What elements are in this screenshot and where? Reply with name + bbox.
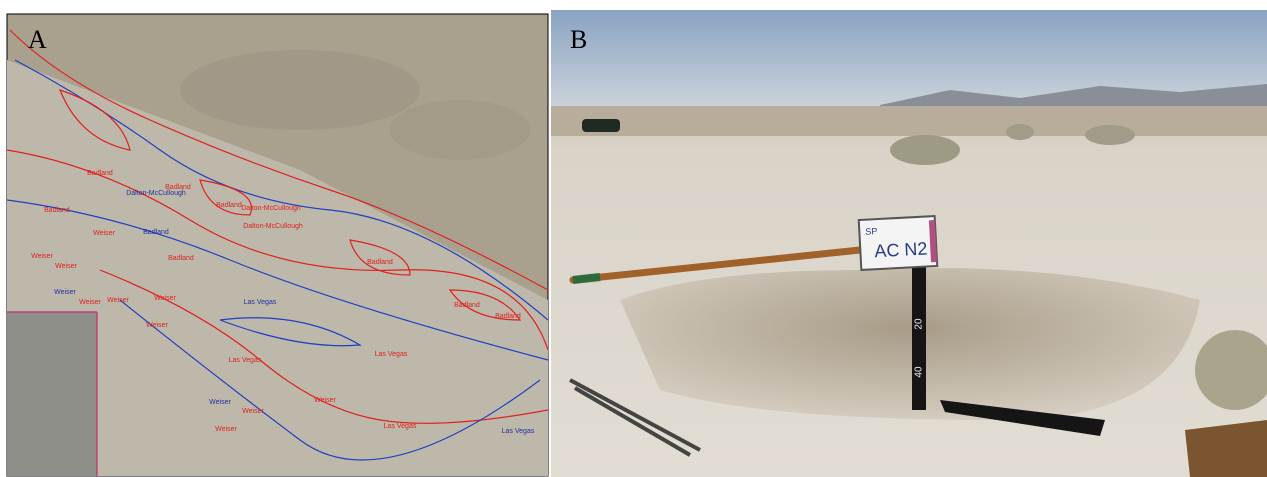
map-label: Weiser: [146, 322, 168, 329]
map-label: Badland: [454, 302, 480, 309]
map-label: Badland: [44, 207, 70, 214]
map-label: Weiser: [215, 426, 237, 433]
sign-text: AC N2: [874, 238, 928, 261]
map-label: Weiser: [154, 295, 176, 302]
map-label: Badland: [143, 229, 169, 236]
map-label: Las Vegas: [229, 357, 262, 364]
shovel-grip: [573, 277, 600, 280]
vehicle: [582, 119, 620, 132]
measuring-tape: [912, 260, 926, 410]
horizon: [551, 106, 1267, 136]
shrub: [1085, 125, 1135, 145]
panel-label: B: [570, 25, 587, 54]
map-label: Badland: [87, 170, 113, 177]
panel-b: SP AC N2 20 40 B: [551, 10, 1267, 477]
sign-text: SP: [865, 226, 878, 237]
map-label: Weiser: [209, 399, 231, 406]
urban-inset: [7, 312, 97, 476]
shrub: [1006, 124, 1034, 140]
map-label: Las Vegas: [375, 351, 408, 358]
map-label: Weiser: [79, 299, 101, 306]
map-label: Las Vegas: [384, 423, 417, 430]
terrain: [180, 50, 420, 130]
soil-pit: [620, 268, 1200, 420]
map-label: Badland: [495, 313, 521, 320]
tape-mark: 20: [914, 318, 925, 330]
bucket: [1185, 420, 1267, 477]
tape-mark: 40: [914, 366, 925, 378]
map-label: Weiser: [55, 263, 77, 270]
panel-label: A: [28, 25, 47, 54]
map-label: Badland: [216, 202, 242, 209]
map-label: Badland: [367, 259, 393, 266]
map-label: Weiser: [93, 230, 115, 237]
shrub: [890, 135, 960, 165]
map-label: Las Vegas: [502, 428, 535, 435]
map-label: Dalton-McCullough: [243, 223, 303, 230]
figure: BadlandBadlandDalton-McCulloughBadlandDa…: [0, 0, 1267, 477]
map-label: Weiser: [314, 397, 336, 404]
terrain: [390, 100, 530, 160]
map-label: Badland: [168, 255, 194, 262]
map-label: Las Vegas: [244, 299, 277, 306]
map-label: Dalton-McCullough: [126, 190, 186, 197]
map-label: Weiser: [242, 408, 264, 415]
map-label: Weiser: [31, 253, 53, 260]
map-label: Weiser: [54, 289, 76, 296]
map-label: Dalton-McCullough: [241, 205, 301, 212]
map-label: Weiser: [107, 297, 129, 304]
